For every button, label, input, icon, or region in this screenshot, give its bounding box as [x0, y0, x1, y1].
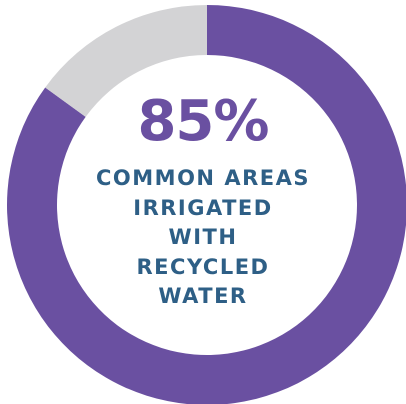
donut-slice-remainder [45, 5, 208, 117]
